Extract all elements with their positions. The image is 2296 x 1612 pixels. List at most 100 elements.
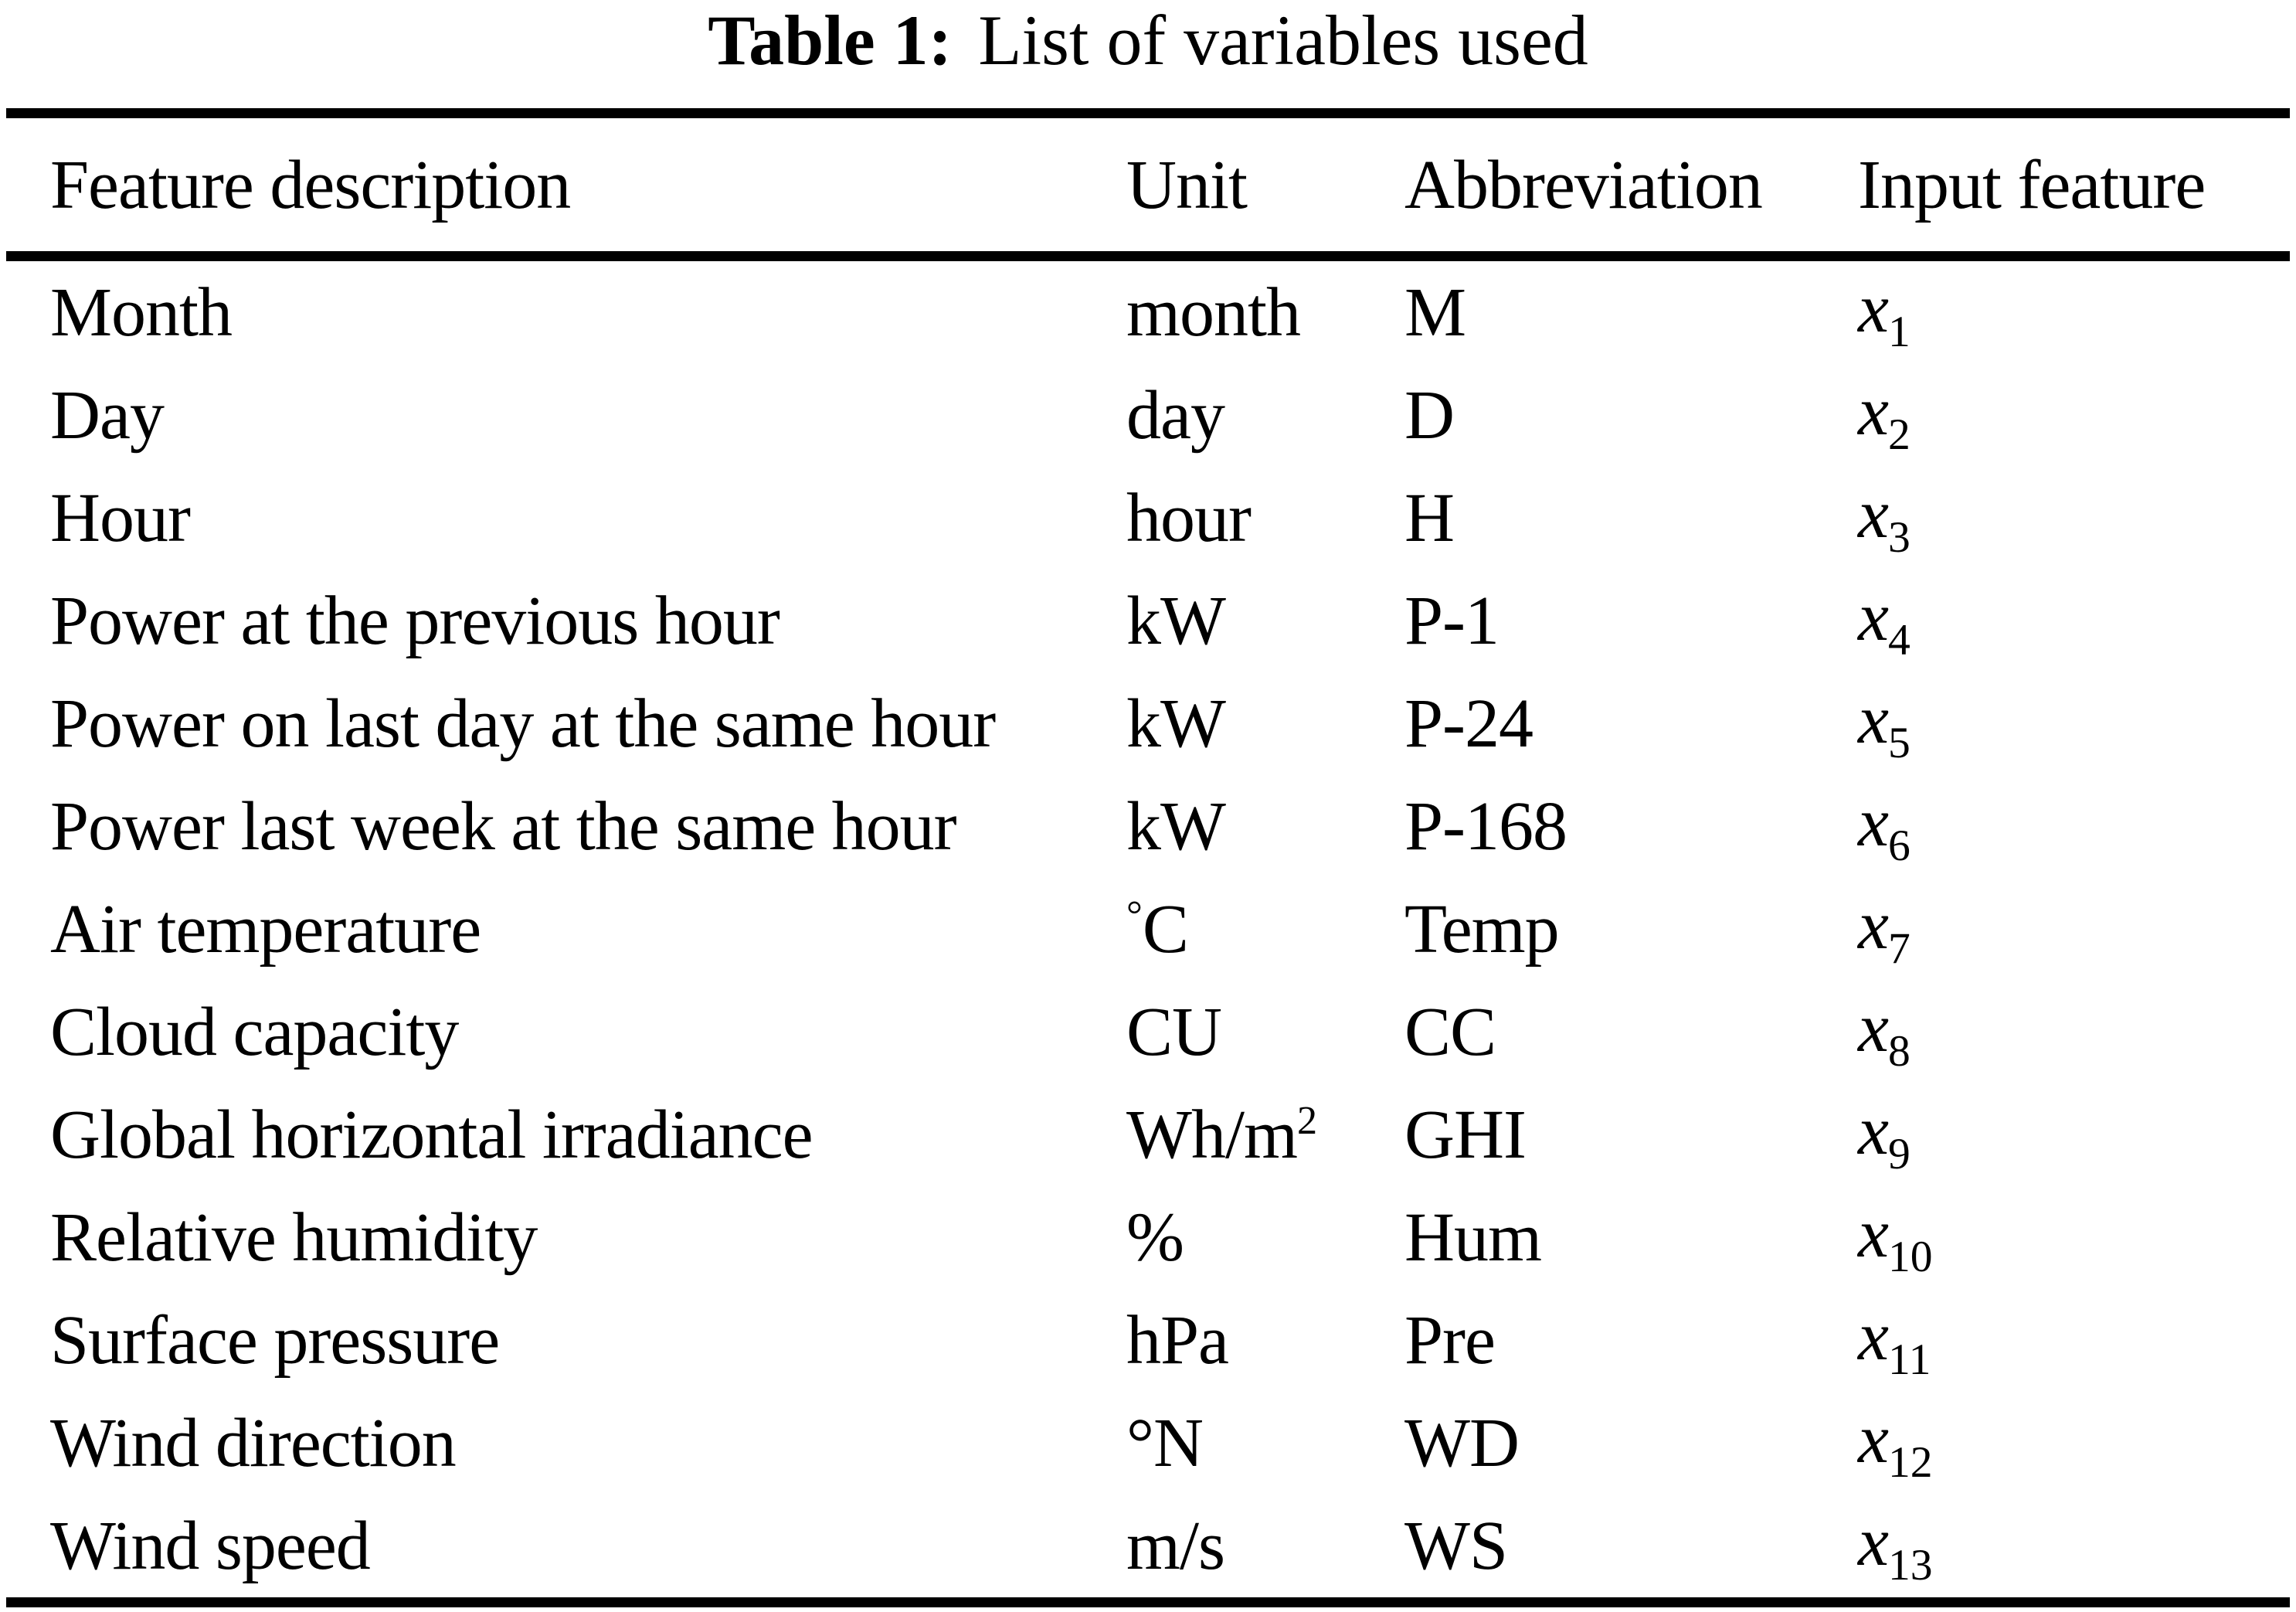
- text-segment: %: [1126, 1199, 1184, 1276]
- cell-unit: °N: [1126, 1392, 1404, 1495]
- text-segment: 8: [1887, 1026, 1911, 1076]
- text-segment: WS: [1404, 1508, 1508, 1584]
- variables-table: Feature description Unit Abbreviation In…: [6, 118, 2290, 1597]
- text-segment: 12: [1887, 1437, 1933, 1487]
- text-segment: day: [1126, 377, 1225, 454]
- text-segment: Wind direction: [50, 1405, 457, 1481]
- table-caption-label: Table 1:: [708, 1, 953, 80]
- cell-unit: °C: [1126, 878, 1404, 981]
- cell-feature-description: Surface pressure: [6, 1289, 1126, 1392]
- cell-input-feature: x9: [1858, 1083, 2290, 1186]
- cell-abbreviation: D: [1404, 364, 1858, 467]
- cell-unit: Wh/m2: [1126, 1083, 1404, 1186]
- table-row: Power last week at the same hour kW P-168 x…: [6, 775, 2290, 878]
- text-segment: 2: [1296, 1098, 1318, 1143]
- text-segment: m/s: [1126, 1508, 1225, 1584]
- text-segment: Cloud capacity: [50, 994, 459, 1070]
- text-segment: hPa: [1126, 1302, 1229, 1379]
- text-segment: CC: [1404, 994, 1496, 1070]
- cell-feature-description: Hour: [6, 467, 1126, 570]
- cell-feature-description: Day: [6, 364, 1126, 467]
- text-segment: Wind speed: [50, 1508, 371, 1584]
- text-segment: D: [1404, 377, 1455, 454]
- table-caption-text: List of variables used: [978, 1, 1588, 80]
- text-segment: 6: [1887, 821, 1911, 870]
- cell-unit: hPa: [1126, 1289, 1404, 1392]
- text-segment: kW: [1126, 685, 1226, 762]
- table-row: Wind speed m/s WS x13: [6, 1495, 2290, 1597]
- text-segment: WD: [1404, 1405, 1520, 1481]
- text-segment: Air temperature: [50, 891, 481, 968]
- cell-abbreviation: Temp: [1404, 878, 1858, 981]
- cell-abbreviation: P-168: [1404, 775, 1858, 878]
- cell-feature-description: Global horizontal irradiance: [6, 1083, 1126, 1186]
- cell-unit: CU: [1126, 981, 1404, 1083]
- cell-feature-description: Air temperature: [6, 878, 1126, 981]
- text-segment: 10: [1887, 1232, 1933, 1281]
- cell-input-feature: x7: [1858, 878, 2290, 981]
- column-header-abbreviation: Abbreviation: [1404, 118, 1858, 261]
- column-header-feature-description: Feature description: [6, 118, 1126, 261]
- text-segment: x: [1858, 270, 1889, 347]
- text-segment: month: [1126, 274, 1301, 351]
- cell-abbreviation: WD: [1404, 1392, 1858, 1495]
- cell-feature-description: Wind speed: [6, 1495, 1126, 1597]
- table-header: Feature description Unit Abbreviation In…: [6, 118, 2290, 261]
- text-segment: M: [1404, 274, 1466, 351]
- table-bottom-rule: [6, 1597, 2290, 1607]
- cell-unit: kW: [1126, 775, 1404, 878]
- text-segment: 5: [1887, 718, 1911, 767]
- cell-feature-description: Power at the previous hour: [6, 570, 1126, 672]
- text-segment: Surface pressure: [50, 1302, 500, 1379]
- cell-unit: kW: [1126, 672, 1404, 775]
- text-segment: C: [1142, 891, 1189, 968]
- cell-abbreviation: H: [1404, 467, 1858, 570]
- text-segment: 2: [1887, 410, 1911, 459]
- column-header-unit: Unit: [1126, 118, 1404, 261]
- text-segment: x: [1858, 989, 1889, 1066]
- text-segment: P-24: [1404, 685, 1533, 762]
- cell-unit: month: [1126, 261, 1404, 364]
- cell-abbreviation: Pre: [1404, 1289, 1858, 1392]
- table-row: Power on last day at the same hour kW P-24…: [6, 672, 2290, 775]
- cell-input-feature: x12: [1858, 1392, 2290, 1495]
- cell-abbreviation: Hum: [1404, 1186, 1858, 1289]
- cell-input-feature: x8: [1858, 981, 2290, 1083]
- text-segment: Wh/m: [1126, 1097, 1298, 1173]
- text-segment: Power on last day at the same hour: [50, 685, 996, 762]
- cell-input-feature: x5: [1858, 672, 2290, 775]
- cell-abbreviation: P-24: [1404, 672, 1858, 775]
- text-segment: x: [1858, 1195, 1889, 1272]
- text-segment: hour: [1126, 480, 1252, 556]
- text-segment: 3: [1887, 512, 1911, 562]
- text-segment: Temp: [1404, 891, 1560, 968]
- text-segment: Day: [50, 377, 165, 454]
- text-segment: kW: [1126, 788, 1226, 865]
- text-segment: x: [1858, 886, 1889, 964]
- table-row: Power at the previous hour kW P-1 x4: [6, 570, 2290, 672]
- text-segment: P-168: [1404, 788, 1567, 865]
- text-segment: Pre: [1404, 1302, 1496, 1379]
- cell-abbreviation: M: [1404, 261, 1858, 364]
- text-segment: H: [1404, 480, 1455, 556]
- text-segment: 1: [1887, 307, 1911, 356]
- cell-input-feature: x3: [1858, 467, 2290, 570]
- table-caption: Table 1: List of variables used: [0, 0, 2296, 87]
- table-row: Wind direction °N WD x12: [6, 1392, 2290, 1495]
- table-row: Cloud capacity CU CC x8: [6, 981, 2290, 1083]
- text-segment: P-1: [1404, 583, 1500, 659]
- cell-feature-description: Wind direction: [6, 1392, 1126, 1495]
- table-row: Surface pressure hPa Pre x11: [6, 1289, 2290, 1392]
- cell-input-feature: x4: [1858, 570, 2290, 672]
- table-row: Air temperature °C Temp x7: [6, 878, 2290, 981]
- cell-unit: day: [1126, 364, 1404, 467]
- cell-input-feature: x2: [1858, 364, 2290, 467]
- text-segment: Power last week at the same hour: [50, 788, 957, 865]
- cell-input-feature: x13: [1858, 1495, 2290, 1597]
- text-segment: x: [1858, 1092, 1889, 1169]
- text-segment: x: [1858, 681, 1889, 758]
- cell-input-feature: x10: [1858, 1186, 2290, 1289]
